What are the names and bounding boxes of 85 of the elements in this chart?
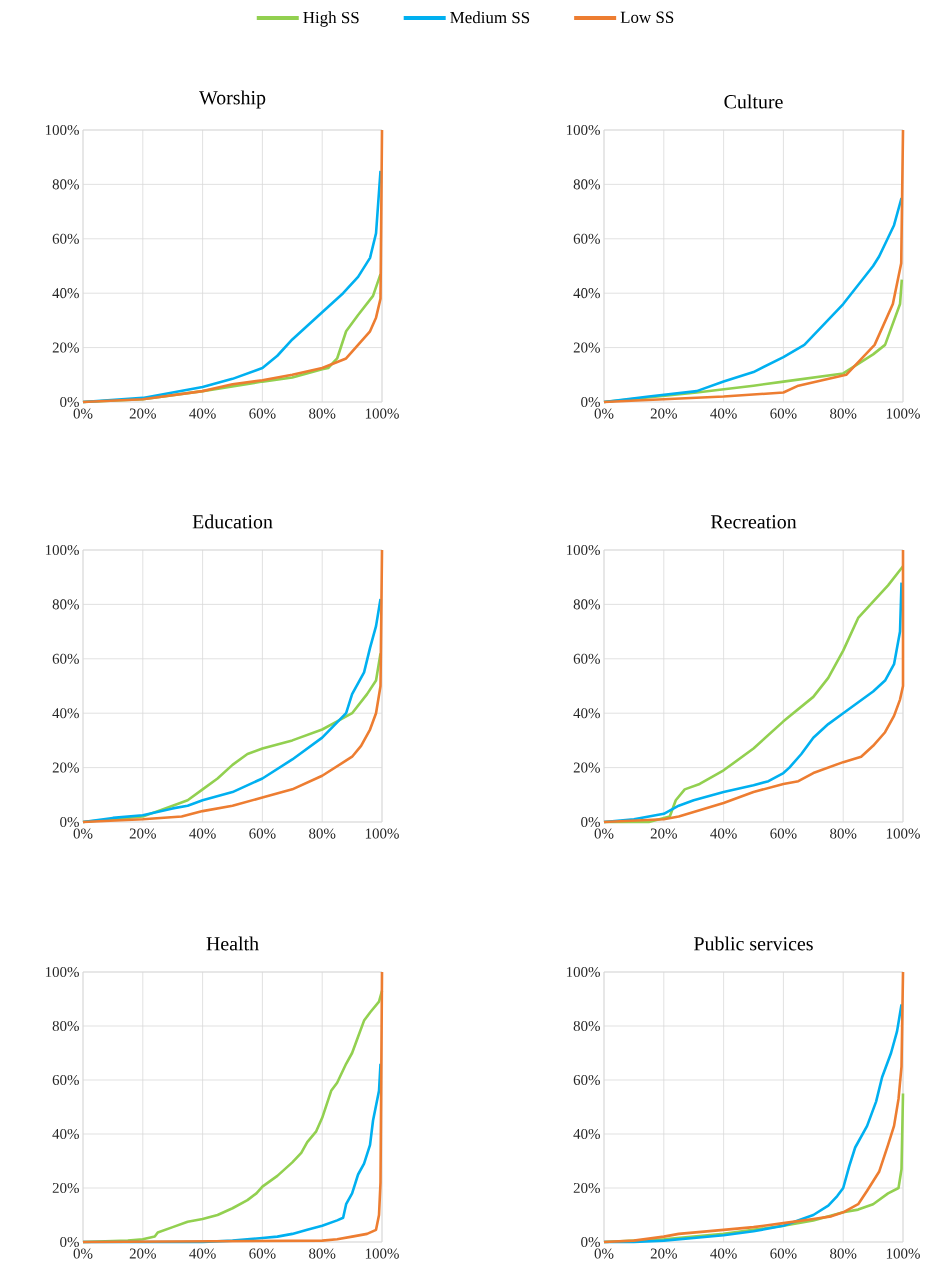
- y-tick-label: 0%: [60, 396, 79, 408]
- chart-title: Public services: [694, 936, 813, 951]
- y-tick-label: 80%: [52, 179, 79, 190]
- x-tick-label: 20%: [129, 1248, 156, 1259]
- legend-label: High SS: [303, 11, 359, 27]
- x-tick-label: 20%: [129, 408, 156, 419]
- x-tick-label: 20%: [650, 1248, 677, 1259]
- chart-title: Education: [192, 514, 273, 529]
- x-tick-label: 40%: [189, 828, 216, 839]
- x-tick-label: 80%: [309, 408, 336, 419]
- y-tick-label: 40%: [52, 1128, 79, 1140]
- x-tick-label: 80%: [309, 828, 336, 839]
- y-tick-label: 100%: [566, 124, 600, 136]
- y-tick-label: 100%: [566, 544, 600, 556]
- y-tick-label: 80%: [52, 599, 79, 610]
- y-tick-label: 100%: [45, 966, 79, 978]
- y-tick-label: 20%: [573, 762, 600, 773]
- x-tick-label: 40%: [189, 408, 216, 419]
- y-tick-label: 20%: [52, 762, 79, 773]
- y-tick-label: 100%: [45, 124, 79, 136]
- y-tick-label: 80%: [52, 1020, 79, 1032]
- y-tick-label: 40%: [52, 708, 79, 719]
- x-tick-label: 20%: [650, 408, 677, 419]
- x-tick-label: 60%: [770, 408, 797, 419]
- y-tick-label: 40%: [573, 708, 600, 719]
- y-tick-label: 0%: [60, 816, 79, 828]
- y-tick-label: 40%: [52, 288, 79, 299]
- y-tick-label: 20%: [52, 1182, 79, 1194]
- x-tick-label: 100%: [886, 828, 920, 839]
- line-series: [81, 597, 382, 824]
- x-tick-label: 0%: [594, 828, 614, 839]
- x-tick-label: 0%: [73, 408, 93, 419]
- x-tick-label: 80%: [830, 408, 857, 419]
- line-series: [602, 196, 903, 404]
- x-tick-label: 100%: [365, 1248, 399, 1259]
- x-tick-label: 80%: [309, 1248, 336, 1259]
- x-tick-label: 60%: [770, 1248, 797, 1259]
- x-tick-label: 40%: [710, 408, 737, 419]
- x-tick-label: 60%: [249, 408, 276, 419]
- legend-label: Medium SS: [450, 11, 530, 24]
- y-tick-label: 0%: [581, 816, 600, 828]
- x-tick-label: 20%: [650, 828, 677, 839]
- x-tick-label: 0%: [73, 828, 93, 839]
- x-tick-label: 80%: [830, 1248, 857, 1259]
- y-tick-label: 60%: [52, 233, 79, 244]
- x-tick-label: 100%: [886, 1248, 920, 1259]
- x-tick-label: 0%: [594, 408, 614, 419]
- y-tick-label: 100%: [45, 544, 79, 556]
- x-tick-label: 100%: [365, 828, 399, 839]
- x-tick-label: 80%: [830, 828, 857, 839]
- y-tick-label: 60%: [52, 1074, 79, 1086]
- y-tick-label: 100%: [566, 966, 600, 978]
- y-tick-label: 20%: [573, 342, 600, 353]
- x-tick-label: 60%: [249, 1248, 276, 1259]
- y-tick-label: 40%: [573, 1128, 600, 1140]
- chart-title: Culture: [724, 94, 783, 109]
- x-tick-label: 40%: [710, 828, 737, 839]
- x-tick-label: 0%: [73, 1248, 93, 1259]
- x-tick-label: 40%: [189, 1248, 216, 1259]
- y-tick-label: 80%: [573, 179, 600, 190]
- y-tick-label: 0%: [581, 1236, 600, 1248]
- x-tick-label: 20%: [129, 828, 156, 839]
- y-tick-label: 60%: [573, 1074, 600, 1086]
- chart-title: Recreation: [710, 515, 797, 529]
- y-tick-label: 80%: [573, 1020, 600, 1032]
- x-tick-label: 60%: [770, 828, 797, 839]
- y-tick-label: 20%: [52, 342, 79, 353]
- chart-title: Health: [206, 936, 259, 951]
- x-tick-label: 40%: [710, 1248, 737, 1259]
- x-tick-label: 100%: [365, 408, 399, 419]
- chart-title: Worship: [199, 90, 266, 109]
- y-tick-label: 0%: [581, 396, 600, 408]
- y-tick-label: 60%: [573, 233, 600, 244]
- y-tick-label: 60%: [573, 653, 600, 664]
- y-tick-label: 80%: [573, 599, 600, 610]
- line-series: [81, 128, 384, 404]
- legend-label: Low SS: [620, 11, 674, 24]
- y-tick-label: 20%: [573, 1182, 600, 1194]
- y-tick-label: 40%: [573, 288, 600, 299]
- x-tick-label: 0%: [594, 1248, 614, 1259]
- x-tick-label: 60%: [249, 828, 276, 839]
- line-series: [81, 548, 384, 824]
- y-tick-label: 60%: [52, 653, 79, 664]
- y-tick-label: 0%: [60, 1236, 79, 1248]
- x-tick-label: 100%: [886, 408, 920, 419]
